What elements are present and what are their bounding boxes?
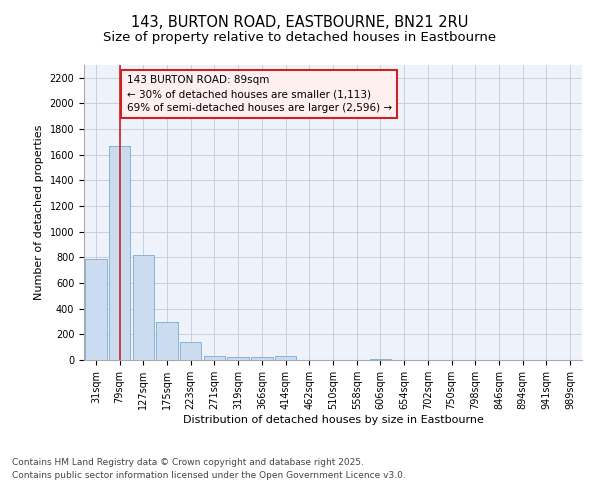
Bar [157,322,178,360]
Bar [227,357,249,360]
Bar [180,342,202,360]
Bar [85,258,107,360]
Y-axis label: Number of detached properties: Number of detached properties [34,125,44,300]
Bar [133,255,154,360]
Text: 143 BURTON ROAD: 89sqm
← 30% of detached houses are smaller (1,113)
69% of semi-: 143 BURTON ROAD: 89sqm ← 30% of detached… [127,76,392,114]
Bar [251,358,272,360]
Bar [370,358,391,360]
Text: Contains HM Land Registry data © Crown copyright and database right 2025.: Contains HM Land Registry data © Crown c… [12,458,364,467]
Bar [109,146,130,360]
Text: Contains public sector information licensed under the Open Government Licence v3: Contains public sector information licen… [12,472,406,480]
Text: 143, BURTON ROAD, EASTBOURNE, BN21 2RU: 143, BURTON ROAD, EASTBOURNE, BN21 2RU [131,15,469,30]
Text: Size of property relative to detached houses in Eastbourne: Size of property relative to detached ho… [103,31,497,44]
Bar [275,356,296,360]
X-axis label: Distribution of detached houses by size in Eastbourne: Distribution of detached houses by size … [182,414,484,424]
Bar [204,356,225,360]
